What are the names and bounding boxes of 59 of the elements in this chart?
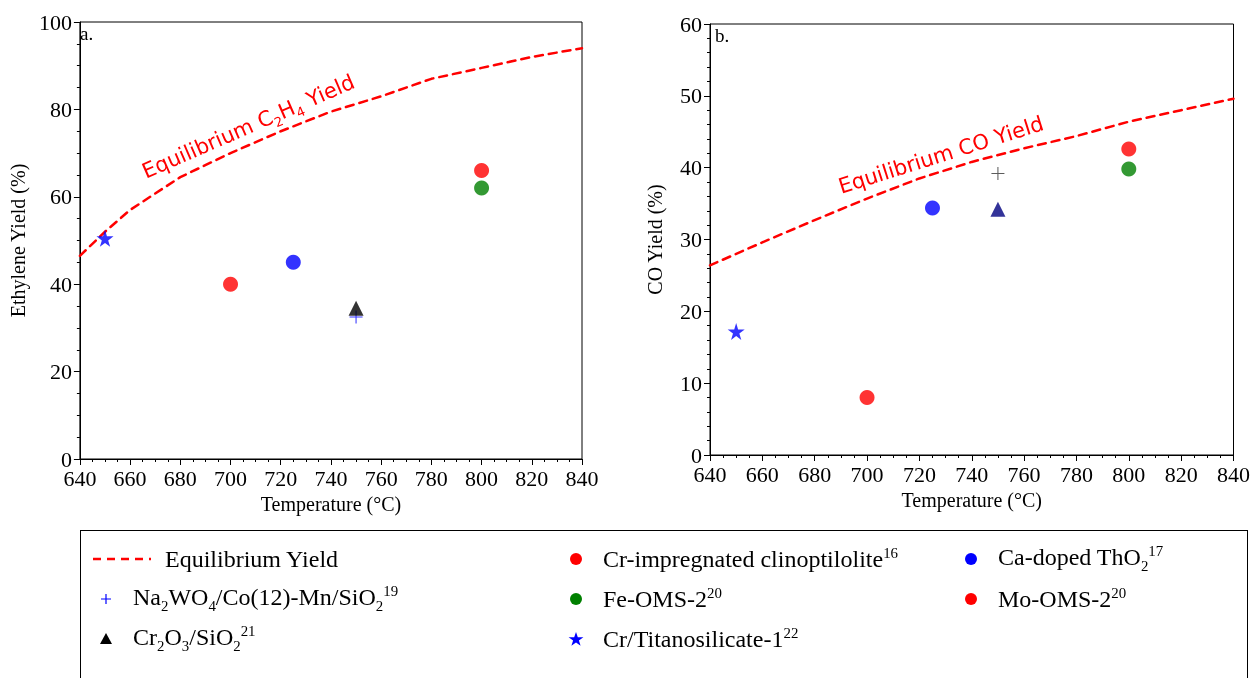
point <box>990 201 1006 217</box>
legend-label: Fe-OMS-2$^{20}$ <box>603 585 722 613</box>
x-tick-label: 820 <box>1164 461 1198 487</box>
x-tick-label: 700 <box>850 461 884 487</box>
line-series <box>78 46 584 258</box>
x-axis-title: Temperature (°C) <box>901 488 1042 512</box>
x-tick-label: 660 <box>113 465 147 491</box>
x-tick-label: 700 <box>214 465 248 491</box>
legend-label: Equilibrium Yield <box>165 545 339 573</box>
point <box>474 180 490 196</box>
x-tick-label: 720 <box>264 465 298 491</box>
point <box>285 254 301 270</box>
x-tick-label: 800 <box>465 465 499 491</box>
point <box>991 166 1005 180</box>
x-tick-label: 720 <box>902 461 936 487</box>
legend-label: Mo-OMS-2$^{20}$ <box>998 585 1127 613</box>
x-axis-title: Temperature (°C) <box>260 492 402 516</box>
x-tick-label: 800 <box>1112 461 1146 487</box>
line-series <box>708 97 1235 267</box>
x-tick-label: 840 <box>1217 461 1250 487</box>
y-tick-label: 80 <box>49 96 72 122</box>
y-tick-label: 40 <box>680 155 702 181</box>
x-tick-label: 780 <box>414 465 448 491</box>
y-tick-label: 10 <box>680 370 702 396</box>
point <box>96 229 114 247</box>
x-tick-label: 680 <box>163 465 197 491</box>
y-tick-label: 60 <box>680 11 702 37</box>
x-tick-label: 780 <box>1059 461 1093 487</box>
point <box>925 200 940 216</box>
y-tick-label: 40 <box>49 271 72 297</box>
y-tick-label: 0 <box>60 446 72 472</box>
x-tick-label: 820 <box>515 465 549 491</box>
point <box>859 390 875 406</box>
point <box>348 300 364 316</box>
y-tick-label: 30 <box>680 227 702 252</box>
point <box>727 322 745 340</box>
x-tick-label: 660 <box>745 461 779 487</box>
x-tick-label: 760 <box>1007 461 1041 487</box>
legend-label: Cr/Titanosilicate-1$^{22}$ <box>603 625 799 653</box>
y-tick-label: 60 <box>49 184 72 210</box>
x-tick-label: 760 <box>364 465 398 491</box>
y-tick-label: 100 <box>38 9 72 35</box>
x-tick-label: 680 <box>798 461 832 487</box>
x-tick-label: 740 <box>955 461 989 487</box>
point <box>474 163 490 179</box>
annotation: b. <box>715 25 730 47</box>
y-tick-label: 50 <box>680 83 702 109</box>
annotation: a. <box>80 23 94 45</box>
y-tick-label: 20 <box>49 359 72 385</box>
point <box>223 276 239 292</box>
y-tick-label: 0 <box>691 442 702 468</box>
x-tick-label: 840 <box>565 465 599 491</box>
point <box>1121 141 1137 157</box>
y-tick-label: 20 <box>680 298 702 324</box>
y-axis-title: Ethylene Yield (%) <box>7 163 30 318</box>
y-axis-title: CO Yield (%) <box>644 184 667 295</box>
point <box>1121 161 1137 177</box>
x-tick-label: 740 <box>314 465 348 491</box>
legend-label: Cr-impregnated clinoptilolite$^{16}$ <box>603 545 898 573</box>
